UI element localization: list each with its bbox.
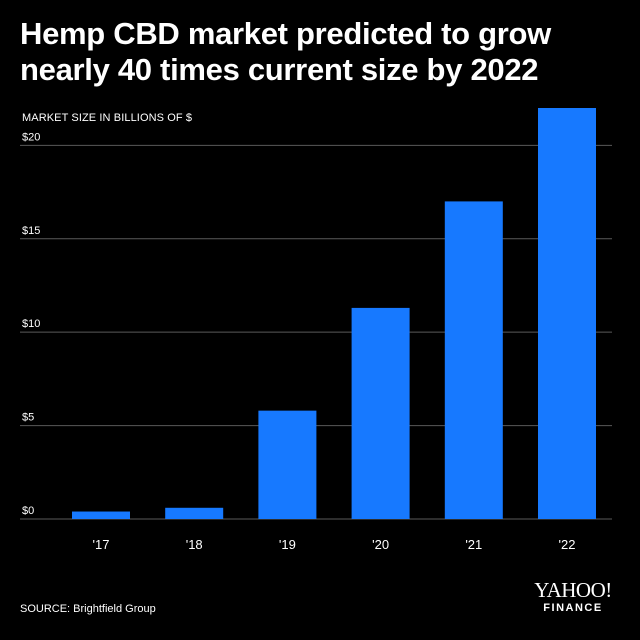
- y-tick-label: $15: [22, 225, 40, 237]
- chart-title: Hemp CBD market predicted to grow nearly…: [20, 16, 620, 88]
- x-tick-label: '17: [93, 537, 110, 552]
- bar-layer: [72, 108, 596, 519]
- y-tick-label: $0: [22, 505, 34, 517]
- y-tick-label: $10: [22, 318, 40, 330]
- bar: [538, 108, 596, 519]
- tick-label-layer: $0 $5 $10 $15 $20 '17 '18 '19 '20 '21 '22: [22, 131, 575, 552]
- x-tick-label: '18: [186, 537, 203, 552]
- y-tick-label: $20: [22, 131, 40, 143]
- bar: [258, 410, 317, 519]
- bar: [444, 201, 503, 519]
- logo-wordmark: YAHOO!: [534, 578, 612, 602]
- logo-subtitle: FINANCE: [543, 602, 603, 614]
- x-tick-label: '22: [559, 537, 576, 552]
- source-note: SOURCE: Brightfield Group: [20, 603, 156, 615]
- bar: [165, 507, 224, 519]
- yahoo-finance-logo: YAHOO! FINANCE: [528, 580, 618, 614]
- bar: [72, 511, 130, 519]
- y-tick-label: $5: [22, 412, 34, 424]
- x-tick-label: '21: [465, 537, 482, 552]
- x-tick-label: '19: [279, 537, 296, 552]
- x-tick-label: '20: [372, 537, 389, 552]
- y-axis-label: MARKET SIZE IN BILLIONS OF $: [22, 112, 193, 124]
- chart-title-line-1: Hemp CBD market predicted to grow: [20, 16, 551, 51]
- bar: [351, 307, 410, 519]
- grid-layer: [20, 144, 612, 520]
- chart-title-line-2: nearly 40 times current size by 2022: [20, 52, 539, 87]
